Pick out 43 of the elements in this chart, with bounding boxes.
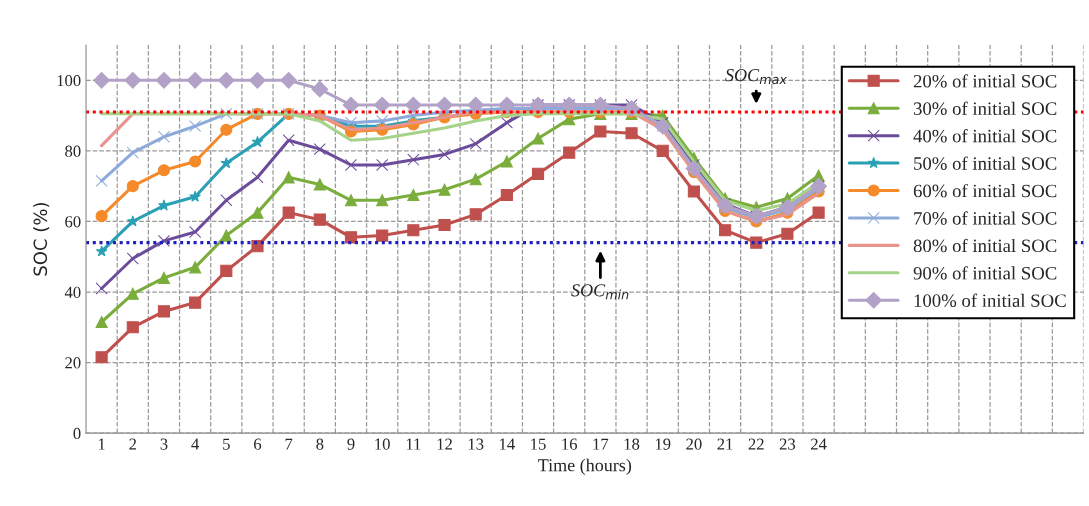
legend-label: 30% of initial SOC xyxy=(913,101,1057,116)
x-tick-label: 9 xyxy=(347,438,355,450)
x-tick-label: 7 xyxy=(285,438,293,450)
x-tick-label: 14 xyxy=(499,438,515,450)
y-axis-title: SOC (%) xyxy=(33,203,50,276)
x-tick-label: 17 xyxy=(593,438,609,450)
x-tick-label: 3 xyxy=(160,438,168,450)
x-tick-label: 19 xyxy=(655,438,671,450)
x-tick-label: 23 xyxy=(779,438,796,450)
x-tick-label: 13 xyxy=(468,438,484,450)
x-tick-label: 24 xyxy=(810,438,827,450)
x-tick-label: 10 xyxy=(375,438,390,450)
ref-line-label: SOC$_{min}$ xyxy=(571,284,629,300)
legend-label: 50% of initial SOC xyxy=(914,156,1057,170)
x-tick-label: 15 xyxy=(531,438,546,450)
y-tick-label: 60 xyxy=(65,216,81,228)
y-tick-label: 100 xyxy=(57,75,81,87)
x-axis-title: Time (hours) xyxy=(538,458,632,476)
x-tick-label: 2 xyxy=(129,438,137,450)
y-tick-label: 80 xyxy=(65,145,81,157)
x-tick-label: 16 xyxy=(562,438,578,450)
x-tick-label: 11 xyxy=(406,438,421,450)
legend-label: 100% of initial SOC xyxy=(914,293,1066,308)
y-tick-label: 0 xyxy=(73,427,81,440)
legend-label: 20% of initial SOC xyxy=(913,74,1057,88)
x-tick-label: 21 xyxy=(717,438,733,450)
legend-label: 80% of initial SOC xyxy=(913,238,1057,253)
x-tick-label: 12 xyxy=(437,438,452,450)
legend-label: 40% of initial SOC xyxy=(913,129,1057,143)
x-tick-label: 4 xyxy=(191,438,200,450)
x-tick-label: 1 xyxy=(98,438,105,450)
x-tick-label: 6 xyxy=(254,438,262,450)
y-tick-label: 20 xyxy=(65,357,81,369)
legend-label: 90% of initial SOC xyxy=(913,266,1057,280)
x-tick-label: 18 xyxy=(624,438,640,450)
x-tick-label: 8 xyxy=(316,438,324,450)
legend-label: 60% of initial SOC xyxy=(913,183,1057,198)
y-tick-label: 40 xyxy=(64,286,81,298)
x-tick-label: 5 xyxy=(223,438,230,450)
x-tick-label: 20 xyxy=(686,438,702,450)
x-tick-label: 22 xyxy=(748,438,764,450)
ref-line-label: SOC$_{max}$ xyxy=(725,69,787,85)
legend-label: 70% of initial SOC xyxy=(914,211,1057,225)
